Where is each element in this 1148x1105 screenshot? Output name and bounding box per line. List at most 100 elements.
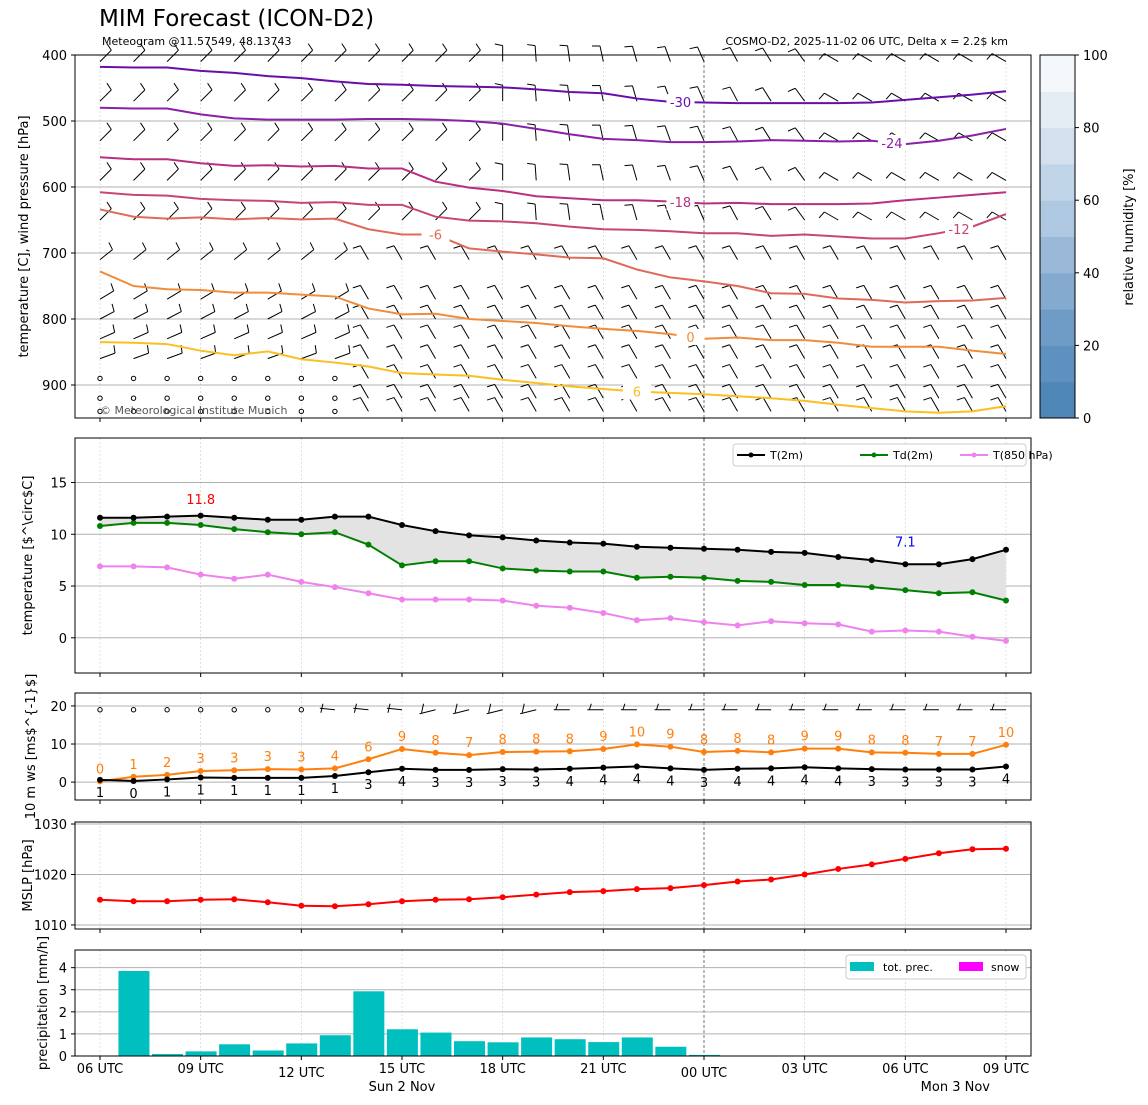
- barb-flag: [956, 245, 965, 249]
- barb-flag: [442, 162, 448, 170]
- barb-flag: [856, 383, 864, 388]
- barb-shaft: [267, 168, 280, 181]
- wind-barb-icon: [301, 283, 316, 300]
- panel-frame: [74, 692, 1032, 801]
- barb-flag: [347, 324, 351, 333]
- colorbar-level: [1040, 309, 1075, 346]
- mean-wind-point: [1003, 763, 1009, 770]
- barb-shaft: [200, 89, 213, 102]
- gust-point: [533, 748, 540, 755]
- barb-shaft: [360, 364, 369, 379]
- mean-wind-point: [164, 776, 171, 783]
- barb-flag: [454, 703, 458, 713]
- barb-flag: [494, 201, 503, 205]
- wind-barb-icon: [923, 397, 940, 412]
- mslp-point: [533, 891, 540, 898]
- wind-barb-icon: [822, 284, 839, 300]
- calm-wind-icon: [164, 395, 170, 401]
- barb-flag: [923, 364, 932, 368]
- wind-barb-icon: [755, 364, 772, 379]
- wind-barb-icon: [386, 344, 403, 359]
- wind-barb-icon: [923, 364, 940, 379]
- wind-barb-icon: [688, 245, 705, 260]
- barb-flag: [352, 245, 361, 249]
- wind-barb-icon: [352, 397, 369, 412]
- barb-flag: [722, 165, 731, 169]
- barb-flag: [178, 303, 182, 312]
- gust-value-label: 7: [465, 736, 473, 751]
- wind-barb-icon: [435, 201, 448, 221]
- mean-wind-value-label: 3: [935, 776, 943, 791]
- mean-wind-value-label: 4: [566, 775, 574, 790]
- wind-barb-icon: [520, 383, 537, 399]
- wind-barb-icon: [133, 43, 146, 62]
- mean-wind-point: [365, 769, 372, 776]
- barb-shaft: [166, 168, 179, 181]
- precip-bar: [118, 970, 150, 1056]
- t850-point: [499, 597, 506, 604]
- barb-flag: [990, 245, 999, 249]
- wind-barb-icon: [856, 364, 873, 379]
- gust-point: [835, 745, 842, 752]
- barb-shaft: [796, 245, 806, 260]
- barb-shaft: [695, 364, 705, 379]
- calm-wind-icon: [265, 375, 271, 382]
- wind-barb-icon: [133, 162, 146, 181]
- td2m-point: [566, 568, 573, 575]
- barb-shaft: [267, 249, 281, 260]
- barb-shaft: [628, 245, 638, 260]
- td2m-point: [969, 589, 976, 596]
- barb-flag: [856, 364, 864, 368]
- wind-barb-icon: [755, 245, 772, 260]
- mean-wind-value-label: 4: [1002, 772, 1010, 787]
- wind-barb-icon: [133, 242, 147, 260]
- wind-barb-icon: [587, 304, 604, 320]
- wind-barb-icon: [922, 703, 939, 711]
- mslp-point: [902, 855, 909, 862]
- wind-barb-icon: [722, 205, 738, 221]
- wind-barb-icon: [787, 166, 806, 181]
- barb-shaft: [468, 49, 481, 62]
- barb-flag: [386, 245, 395, 249]
- barb-shaft: [762, 126, 772, 142]
- wind-barb-icon: [587, 703, 604, 711]
- precip-bar: [252, 1050, 284, 1056]
- mslp-point: [768, 876, 775, 883]
- precip-legend: tot. prec. snow: [845, 954, 1027, 980]
- barb-flag: [923, 284, 932, 289]
- barb-flag: [453, 383, 462, 388]
- wind-barb-icon: [818, 171, 839, 181]
- barb-flag: [110, 283, 115, 292]
- mslp-point: [1003, 845, 1009, 852]
- barb-flag: [818, 172, 825, 179]
- t850-point: [264, 571, 271, 578]
- wind-barb-icon: [956, 324, 973, 340]
- mean-wind-value-label: 1: [264, 784, 272, 799]
- barb-shaft: [200, 249, 214, 260]
- wind-barb-icon: [494, 162, 504, 181]
- barb-shaft: [662, 324, 671, 340]
- gust-value-label: 8: [901, 734, 909, 749]
- barb-shaft: [200, 311, 216, 320]
- barb-shaft: [729, 126, 738, 142]
- gust-value-label: 0: [96, 762, 104, 777]
- legend-marker: [871, 452, 877, 458]
- barb-flag: [754, 87, 763, 91]
- barb-flag: [755, 284, 764, 289]
- t2m-point: [432, 528, 439, 535]
- barb-flag: [621, 304, 630, 309]
- barb-shaft: [997, 397, 1007, 412]
- barb-flag: [111, 303, 115, 312]
- x-tick-label: 12 UTC: [278, 1066, 324, 1081]
- isotherm-label: -24: [881, 137, 902, 152]
- barb-shaft: [360, 324, 369, 340]
- wind-barb-icon: [419, 304, 436, 320]
- barb-flag: [654, 245, 663, 249]
- t2m-point: [1003, 546, 1009, 553]
- isotherm-label: 0: [686, 331, 694, 346]
- gust-value-label: 2: [163, 756, 171, 771]
- y-tick-label: 800: [42, 313, 67, 328]
- legend-label: T(2m): [769, 449, 803, 462]
- barb-shaft: [964, 245, 973, 260]
- barb-shaft: [628, 304, 638, 320]
